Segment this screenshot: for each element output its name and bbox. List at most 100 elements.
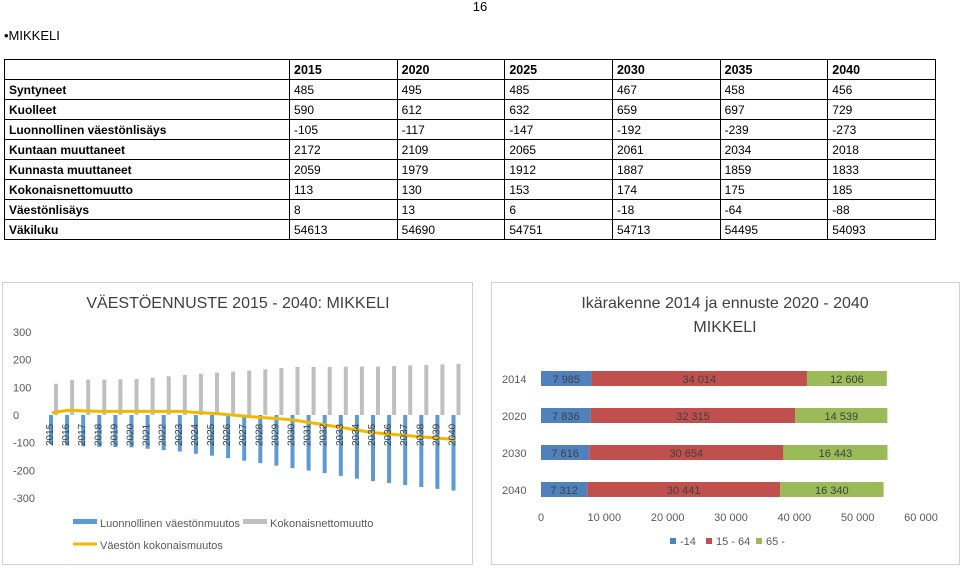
bar-net-migration	[408, 365, 413, 415]
table-row: Kuolleet 590 612 632 659 697 729	[4, 99, 936, 120]
table-cell: 590	[289, 99, 398, 120]
x-tick-label: 2034	[351, 423, 362, 446]
data-label: 7 312	[550, 485, 578, 497]
table-cell: -192	[611, 119, 721, 140]
bar-segment	[591, 371, 807, 386]
row-label: Kokonaisnettomuutto	[4, 179, 290, 200]
legend-label: Luonnollinen väestönmuutos	[100, 518, 241, 530]
table-cell: 6	[504, 199, 613, 220]
table-cell: -64	[719, 199, 829, 220]
legend-swatch	[756, 538, 762, 544]
x-tick-label: 2032	[319, 423, 330, 446]
bar-net-migration	[327, 366, 332, 415]
bar-natural-change	[49, 415, 53, 445]
bar-natural-change	[354, 415, 359, 479]
table-cell: 2109	[396, 139, 506, 160]
bar-segment	[587, 482, 781, 497]
chart-legend: Luonnollinen väestönmuutos Kokonaisnettom…	[73, 518, 373, 552]
x-tick-label: 2030	[287, 423, 298, 446]
bar-natural-change	[306, 415, 311, 471]
chart-title: Ikärakenne 2014 ja ennuste 2020 - 2040	[581, 295, 868, 312]
bar-natural-change	[435, 415, 440, 489]
table-cell: -147	[504, 119, 613, 140]
table-cell: 54093	[827, 219, 936, 240]
table-row: Väestönlisäys 8 13 6 -18 -64 -88	[4, 199, 936, 220]
x-tick-label: 2039	[431, 423, 442, 446]
y-tick-label: 100	[13, 382, 31, 394]
table-cell: 2172	[289, 139, 398, 160]
bar-net-migration	[166, 376, 171, 415]
table-cell: 2034	[719, 139, 829, 160]
table-cell: -117	[396, 119, 506, 140]
data-label: 16 443	[819, 448, 853, 460]
population-forecast-svg: VÄESTÖENNUSTE 2015 - 2040: MIKKELI 300 200…	[13, 294, 461, 552]
legend-label: 65 -	[766, 536, 785, 548]
legend-swatch	[706, 538, 712, 544]
table-cell: 467	[611, 79, 721, 100]
bar-natural-change	[97, 415, 102, 447]
bar-net-migration	[54, 383, 58, 415]
bar-natural-change	[451, 415, 456, 491]
table-cell: 113	[289, 179, 398, 200]
table-cell: 485	[289, 79, 398, 100]
bar-net-migration	[215, 372, 219, 415]
table-cell: 2061	[611, 139, 721, 160]
table-cell: 2018	[827, 139, 936, 160]
x-tick-label: 40 000	[778, 512, 812, 524]
x-tick-label: 20 000	[651, 512, 685, 524]
bar-net-migration	[182, 374, 187, 415]
x-tick-label: 2025	[206, 423, 217, 446]
row-label: Kuntaan muuttaneet	[4, 139, 290, 160]
bar-natural-change	[145, 415, 150, 449]
bar-net-migration	[343, 366, 348, 415]
x-tick-label: 2027	[238, 423, 249, 446]
table-cell: 1979	[396, 159, 506, 180]
data-label: 12 606	[830, 374, 864, 386]
table-cell: 632	[504, 99, 613, 120]
table-header-year: 2020	[396, 59, 506, 80]
legend-label: -14	[680, 536, 696, 548]
data-label: 32 315	[676, 411, 710, 423]
y-tick-label: 2020	[502, 411, 526, 423]
table-cell: 1887	[611, 159, 721, 180]
x-tick-label: 2016	[61, 423, 72, 446]
table-cell: 659	[611, 99, 721, 120]
table-cell: -88	[827, 199, 936, 220]
bar-net-migration	[440, 364, 445, 415]
bar-net-migration	[247, 370, 252, 415]
legend-label: Väestön kokonaismuutos	[100, 540, 223, 552]
x-tick-label: 2037	[399, 423, 410, 446]
x-tick-label: 2029	[270, 423, 281, 446]
bar-net-migration	[231, 371, 236, 415]
table-cell: 729	[827, 99, 936, 120]
data-label: 7 985	[553, 374, 581, 386]
data-label: 7 616	[551, 448, 579, 460]
bar-natural-change	[371, 415, 375, 482]
table-cell: -273	[827, 119, 936, 140]
legend-label: 15 - 64	[716, 536, 750, 548]
legend-label: Kokonaisnettomuutto	[270, 518, 373, 530]
bar-net-migration	[86, 379, 91, 415]
table-cell: 456	[827, 79, 936, 100]
x-tick-label: 50 000	[841, 512, 875, 524]
y-tick-label: 300	[13, 327, 31, 339]
bar-natural-change	[193, 415, 198, 454]
bar-natural-change	[322, 415, 327, 474]
bar-net-migration	[311, 366, 316, 415]
age-structure-svg: Ikärakenne 2014 ja ennuste 2020 - 2040 MI…	[502, 295, 938, 548]
y-tick-label: 0	[13, 410, 19, 422]
x-tick-label: 2017	[77, 423, 88, 446]
table-cell: 458	[719, 79, 829, 100]
table-cell: 54751	[504, 219, 613, 240]
data-label: 34 014	[682, 374, 716, 386]
data-label: 30 654	[669, 448, 703, 460]
x-tick-label: 30 000	[714, 512, 748, 524]
bar-natural-change	[81, 415, 86, 447]
table-cell: 185	[827, 179, 936, 200]
x-tick-label: 2026	[222, 423, 233, 446]
x-tick-label: 2022	[158, 423, 169, 446]
bar-natural-change	[419, 415, 424, 487]
bar-segment	[590, 408, 796, 423]
x-tick-label: 2033	[335, 423, 346, 446]
table-row: Syntyneet 485 495 485 467 458 456	[4, 79, 936, 100]
